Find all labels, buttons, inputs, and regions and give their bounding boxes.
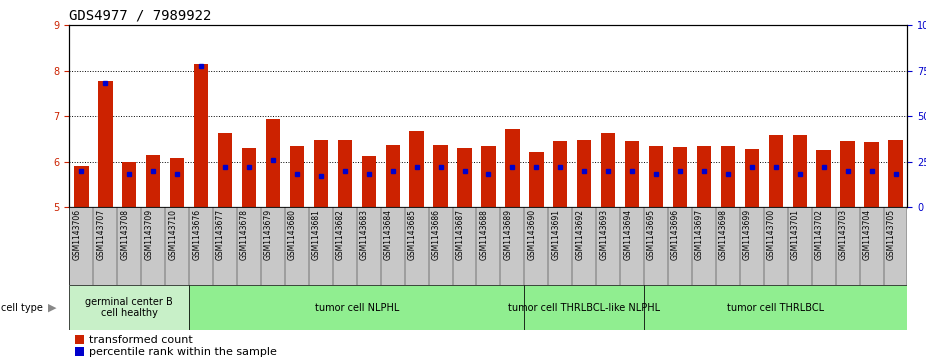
Text: GSM1143678: GSM1143678 <box>240 209 249 260</box>
Bar <box>793 135 807 207</box>
Text: GSM1143688: GSM1143688 <box>480 209 489 260</box>
Bar <box>601 133 616 207</box>
Text: GSM1143699: GSM1143699 <box>743 209 752 260</box>
Text: GSM1143687: GSM1143687 <box>456 209 465 260</box>
Text: GSM1143706: GSM1143706 <box>72 209 81 260</box>
Bar <box>385 145 400 207</box>
Bar <box>864 142 879 207</box>
Bar <box>644 285 907 330</box>
Text: GSM1143676: GSM1143676 <box>192 209 201 260</box>
Bar <box>122 162 136 207</box>
Text: GSM1143680: GSM1143680 <box>288 209 297 260</box>
Bar <box>314 140 328 207</box>
Text: GDS4977 / 7989922: GDS4977 / 7989922 <box>69 9 212 23</box>
Text: GSM1143686: GSM1143686 <box>432 209 441 260</box>
Bar <box>625 141 639 207</box>
Bar <box>409 131 424 207</box>
Text: GSM1143689: GSM1143689 <box>504 209 512 260</box>
Bar <box>146 155 160 207</box>
Text: GSM1143696: GSM1143696 <box>671 209 680 260</box>
Text: GSM1143692: GSM1143692 <box>575 209 584 260</box>
Bar <box>98 81 113 207</box>
Text: GSM1143685: GSM1143685 <box>407 209 417 260</box>
Text: GSM1143681: GSM1143681 <box>312 209 321 260</box>
Text: GSM1143705: GSM1143705 <box>886 209 895 260</box>
Text: tumor cell THRLBCL-like NLPHL: tumor cell THRLBCL-like NLPHL <box>508 303 660 313</box>
Text: GSM1143677: GSM1143677 <box>216 209 225 260</box>
Bar <box>888 140 903 207</box>
Bar <box>74 166 89 207</box>
Bar <box>524 285 644 330</box>
Bar <box>745 149 759 207</box>
Bar <box>529 152 544 207</box>
Legend: transformed count, percentile rank within the sample: transformed count, percentile rank withi… <box>75 335 277 358</box>
Bar <box>361 156 376 207</box>
Text: cell type: cell type <box>1 303 43 313</box>
Text: GSM1143700: GSM1143700 <box>767 209 776 260</box>
Bar <box>266 119 281 207</box>
Bar <box>769 135 783 207</box>
Bar <box>577 140 592 207</box>
Bar <box>170 158 184 207</box>
Bar <box>194 64 208 207</box>
Text: GSM1143684: GSM1143684 <box>383 209 393 260</box>
Text: GSM1143697: GSM1143697 <box>694 209 704 260</box>
Text: GSM1143691: GSM1143691 <box>551 209 560 260</box>
Text: GSM1143683: GSM1143683 <box>359 209 369 260</box>
Text: GSM1143707: GSM1143707 <box>96 209 106 260</box>
Text: GSM1143698: GSM1143698 <box>719 209 728 260</box>
Text: GSM1143704: GSM1143704 <box>862 209 871 260</box>
Text: germinal center B
cell healthy: germinal center B cell healthy <box>85 297 173 318</box>
Bar <box>720 146 735 207</box>
Bar <box>649 146 663 207</box>
Bar <box>817 150 831 207</box>
Bar <box>433 145 448 207</box>
Text: ▶: ▶ <box>48 303 56 313</box>
Text: GSM1143695: GSM1143695 <box>647 209 656 260</box>
Bar <box>506 129 519 207</box>
Text: GSM1143703: GSM1143703 <box>839 209 847 260</box>
Bar <box>290 146 304 207</box>
Bar <box>696 146 711 207</box>
Text: GSM1143679: GSM1143679 <box>264 209 273 260</box>
Text: GSM1143702: GSM1143702 <box>815 209 824 260</box>
Text: GSM1143690: GSM1143690 <box>527 209 536 260</box>
Text: GSM1143709: GSM1143709 <box>144 209 154 260</box>
Text: GSM1143701: GSM1143701 <box>791 209 800 260</box>
Text: GSM1143682: GSM1143682 <box>336 209 344 260</box>
Text: GSM1143708: GSM1143708 <box>120 209 130 260</box>
Bar <box>338 140 352 207</box>
Bar <box>218 133 232 207</box>
Bar <box>841 141 855 207</box>
Bar <box>482 146 495 207</box>
Text: tumor cell NLPHL: tumor cell NLPHL <box>315 303 399 313</box>
Text: GSM1143710: GSM1143710 <box>169 209 177 260</box>
Bar <box>242 148 257 207</box>
Bar <box>457 148 471 207</box>
Text: tumor cell THRLBCL: tumor cell THRLBCL <box>727 303 824 313</box>
Bar <box>189 285 524 330</box>
Text: GSM1143693: GSM1143693 <box>599 209 608 260</box>
Bar <box>553 141 568 207</box>
Text: GSM1143694: GSM1143694 <box>623 209 632 260</box>
Bar <box>69 285 189 330</box>
Bar <box>673 147 687 207</box>
